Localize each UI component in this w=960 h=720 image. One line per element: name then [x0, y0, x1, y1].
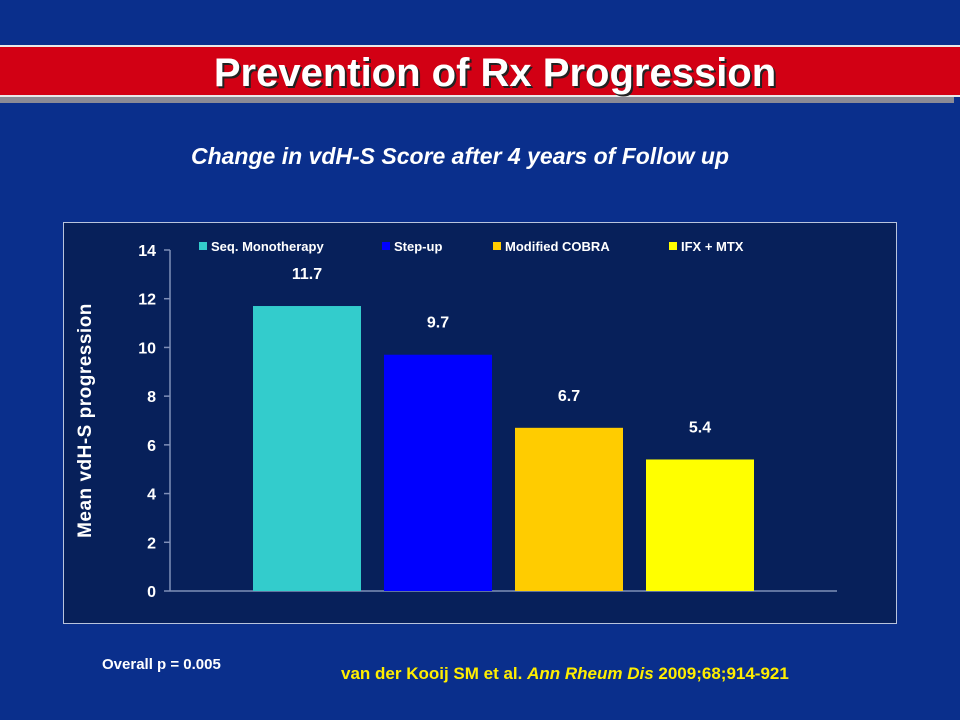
chart-subtitle: Change in vdH-S Score after 4 years of F…	[190, 143, 730, 169]
bar-3	[515, 427, 623, 591]
y-tick-label: 4	[147, 487, 156, 504]
legend-swatch	[199, 242, 207, 250]
title-bar: Prevention of Rx Progression	[0, 45, 960, 103]
bar-value-label: 9.7	[427, 315, 449, 332]
chart-panel: 0 2 4 6 8 10 12 14 Mean vdH-S progression 11.7 9.…	[63, 222, 897, 624]
y-tick-label: 10	[138, 340, 156, 357]
bar-1	[253, 306, 361, 591]
bar-chart: 0 2 4 6 8 10 12 14 Mean vdH-S progression 11.7 9.…	[75, 239, 837, 601]
legend-swatch	[669, 242, 677, 250]
slide-title: Prevention of Rx Progression	[213, 51, 777, 95]
y-tick-label: 14	[138, 243, 156, 260]
y-tick-label: 2	[147, 535, 156, 552]
citation-journal: Ann Rheum Dis	[527, 664, 654, 683]
y-axis-label: Mean vdH-S progression	[75, 303, 96, 538]
chart-legend: Seq. Monotherapy Step-up Modified COBRA IFX…	[199, 239, 744, 254]
citation-details: 2009;68;914-921	[653, 664, 789, 683]
citation: van der Kooij SM et al. Ann Rheum Dis 20…	[341, 664, 789, 684]
y-tick-label: 6	[147, 438, 156, 455]
bar-value-label: 5.4	[689, 419, 711, 436]
citation-authors: van der Kooij SM et al.	[341, 664, 528, 683]
y-tick-label: 8	[147, 389, 156, 406]
legend-label: IFX + MTX	[681, 239, 744, 254]
legend-label: Seq. Monotherapy	[211, 239, 324, 254]
legend-label: Step-up	[394, 239, 442, 254]
legend-swatch	[493, 242, 501, 250]
bar-value-label: 6.7	[558, 388, 580, 405]
bar-4	[646, 459, 754, 591]
legend-label: Modified COBRA	[505, 239, 610, 254]
y-tick-label: 12	[138, 292, 156, 309]
bar-value-label: 11.7	[292, 266, 322, 283]
p-value-text: Overall p = 0.005	[102, 656, 221, 673]
y-tick-label: 0	[147, 584, 156, 601]
bar-2	[384, 354, 492, 591]
chart-bars: 11.7 9.7 6.7 5.4	[253, 266, 754, 591]
legend-swatch	[382, 242, 390, 250]
